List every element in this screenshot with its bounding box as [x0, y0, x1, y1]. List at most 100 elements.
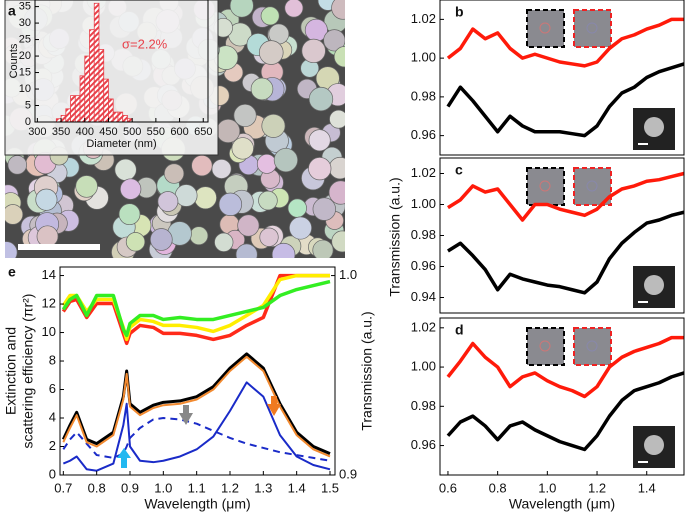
particle: [174, 184, 198, 207]
series-line: [62, 355, 331, 458]
x-tick-label: 450: [99, 126, 117, 138]
particle: [7, 155, 27, 175]
particle: [75, 175, 98, 198]
hist-bar: [70, 95, 76, 123]
y-tick-label: 12: [42, 295, 56, 310]
hist-bar: [74, 95, 81, 123]
particle: [328, 180, 345, 205]
particle: [271, 242, 296, 258]
thumb-dot: [539, 340, 551, 352]
x-tick-label: 300: [28, 126, 46, 138]
particle: [328, 156, 345, 180]
x-tick-label: 1.0: [538, 480, 556, 495]
x-tick-label: 1.0: [154, 480, 172, 495]
particle: [119, 178, 142, 200]
thumb-red: [573, 9, 612, 48]
particle: [312, 197, 336, 221]
x-axis-label: Wavelength (μm): [144, 496, 250, 512]
particle: [118, 203, 141, 226]
y-tick-label: 14: [42, 267, 56, 282]
particle: [284, 0, 304, 18]
thumb-dot: [586, 22, 598, 34]
y-tick-label: 0.98: [411, 398, 436, 413]
y2-axis-label: Transmission (a.u.): [359, 311, 375, 430]
particle: [333, 46, 345, 68]
y-axis-label: Counts: [8, 43, 20, 78]
panel-label: a: [8, 3, 16, 19]
series-line: [62, 381, 331, 472]
y-tick-label: 8: [49, 352, 56, 367]
sem-particle: [644, 117, 664, 137]
particle: [259, 227, 279, 247]
y-axis-label: Extinction and: [3, 327, 19, 415]
particle: [289, 216, 312, 240]
hist-bar: [65, 108, 71, 123]
annotation: σ=2.2%: [122, 36, 168, 51]
sem-particle: [644, 275, 664, 295]
y-tick-label: 2: [49, 438, 56, 453]
y-tick-label: 0.98: [411, 88, 436, 103]
particle: [323, 29, 345, 52]
thumb-dark: [526, 9, 565, 48]
hist-bar: [112, 111, 119, 123]
arrow-head: [179, 413, 193, 425]
particle: [233, 103, 257, 128]
particle: [256, 153, 277, 174]
x-tick-label: 0.8: [489, 480, 507, 495]
hist-bar: [117, 111, 124, 123]
y-tick-label: 1.00: [411, 196, 436, 211]
sem-particle: [644, 435, 664, 455]
particle: [163, 163, 185, 184]
series-line: [446, 335, 684, 399]
x-tick-label: 1.2: [221, 480, 239, 495]
y-tick-label: 25: [19, 33, 31, 45]
particle: [149, 228, 173, 251]
series-line: [61, 279, 331, 338]
series-line: [61, 352, 331, 456]
y-tick-label: 6: [49, 381, 56, 396]
particle: [308, 129, 331, 152]
particle: [211, 159, 232, 179]
x-tick-label: 1.4: [638, 480, 656, 495]
series-line: [446, 371, 685, 452]
particle: [231, 137, 254, 160]
thumb-dark: [526, 327, 565, 366]
particle: [36, 225, 59, 248]
particle: [235, 243, 258, 258]
y-tick-label: 4: [49, 409, 56, 424]
particle: [237, 214, 260, 237]
particle: [5, 204, 24, 225]
particle: [287, 198, 307, 218]
y2-tick-label: 1.0: [339, 267, 357, 282]
x-axis-label: Diameter (nm): [86, 138, 156, 150]
arrow-shaft: [121, 456, 127, 468]
y-tick-label: 15: [19, 66, 31, 78]
hist-bar: [98, 49, 105, 123]
particle: [193, 186, 217, 210]
y-tick-label: 1.00: [411, 359, 436, 374]
particle: [229, 0, 254, 18]
series-line: [61, 273, 330, 346]
panel-label: b: [455, 4, 464, 20]
particle: [258, 40, 284, 65]
thumb-red: [573, 167, 612, 206]
y-axis-label: Transmission (a.u.): [387, 177, 403, 296]
particle: [312, 239, 334, 258]
series-line: [61, 273, 330, 342]
y-tick-label: 0.96: [411, 437, 436, 452]
particle: [214, 232, 234, 252]
y-tick-label: 10: [19, 83, 31, 95]
arrow-shaft: [183, 405, 189, 415]
x-axis-label: Wavelength (μm): [509, 496, 615, 512]
y2-tick-label: 0.9: [339, 466, 357, 481]
particle: [308, 86, 334, 112]
thumb-dot: [539, 22, 551, 34]
x-tick-label: 0.6: [439, 480, 457, 495]
particle: [260, 6, 280, 26]
panel-label: c: [455, 162, 463, 178]
y-tick-label: 0.94: [411, 289, 436, 304]
y-tick-label: 1.02: [411, 319, 436, 334]
y-tick-label: 0.96: [411, 127, 436, 142]
particle: [258, 190, 278, 211]
particle: [329, 109, 345, 129]
